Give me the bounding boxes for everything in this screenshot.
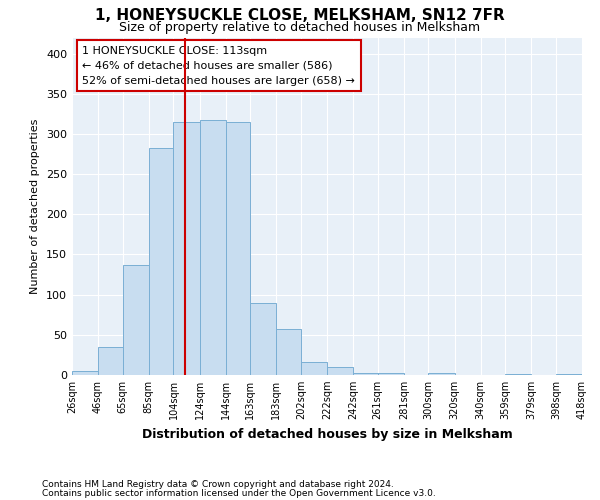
Bar [250,302,276,375]
Bar [505,374,531,375]
Text: 1 HONEYSUCKLE CLOSE: 113sqm
← 46% of detached houses are smaller (586)
52% of se: 1 HONEYSUCKLE CLOSE: 113sqm ← 46% of det… [82,46,355,86]
Bar [327,367,353,375]
Text: Contains public sector information licensed under the Open Government Licence v3: Contains public sector information licen… [42,488,436,498]
Bar [378,374,404,375]
Bar [173,122,199,375]
Bar [301,362,327,375]
Text: Size of property relative to detached houses in Melksham: Size of property relative to detached ho… [119,21,481,34]
Bar [428,372,455,375]
Bar [353,372,378,375]
Bar [226,122,250,375]
Bar [123,265,149,375]
Bar [149,148,173,375]
Bar [72,371,98,375]
Y-axis label: Number of detached properties: Number of detached properties [31,118,40,294]
X-axis label: Distribution of detached houses by size in Melksham: Distribution of detached houses by size … [142,428,512,440]
Bar [199,120,226,375]
Bar [556,374,582,375]
Text: 1, HONEYSUCKLE CLOSE, MELKSHAM, SN12 7FR: 1, HONEYSUCKLE CLOSE, MELKSHAM, SN12 7FR [95,8,505,22]
Text: Contains HM Land Registry data © Crown copyright and database right 2024.: Contains HM Land Registry data © Crown c… [42,480,394,489]
Bar [276,329,301,375]
Bar [98,347,123,375]
